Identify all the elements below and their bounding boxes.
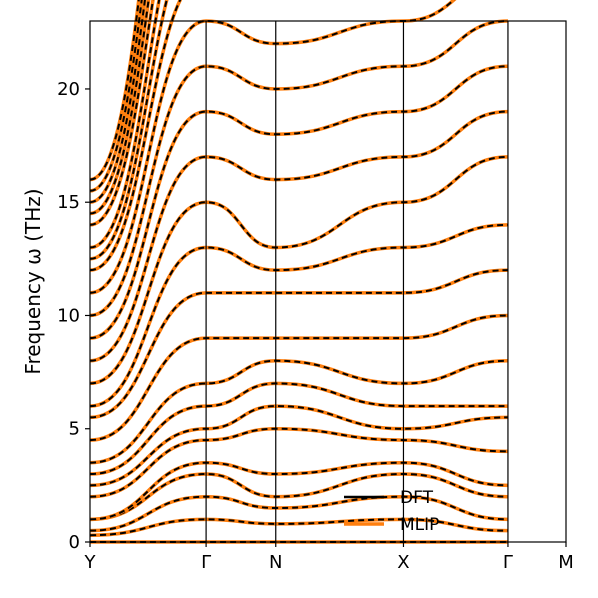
x-tick-label: N bbox=[269, 552, 282, 573]
y-tick-label: 0 bbox=[69, 532, 80, 553]
x-tick-label: Y bbox=[84, 552, 97, 573]
band-mlip-22 bbox=[89, 0, 147, 204]
x-tick-label: Γ bbox=[503, 552, 513, 573]
plot-frame bbox=[89, 20, 567, 543]
x-tick-label: M bbox=[558, 552, 574, 573]
band-dft-17 bbox=[89, 0, 182, 272]
y-tick-label: 15 bbox=[57, 192, 80, 213]
bands-layer bbox=[89, 0, 508, 544]
band-dft-14 bbox=[89, 65, 508, 340]
x-tick-label: X bbox=[397, 552, 409, 573]
band-dft-1 bbox=[89, 518, 508, 537]
band-dft-21 bbox=[89, 0, 150, 215]
band-dft-23 bbox=[89, 0, 143, 192]
x-tick-label: Γ bbox=[201, 552, 211, 573]
band-mlip-24 bbox=[89, 0, 141, 182]
band-dft-16 bbox=[89, 0, 456, 294]
band-dft-18 bbox=[89, 0, 168, 260]
band-dft-24 bbox=[89, 0, 140, 181]
band-mlip-1 bbox=[89, 517, 508, 537]
band-dft-19 bbox=[89, 0, 161, 249]
band-mlip-13 bbox=[89, 109, 508, 363]
legend: DFT MLIP bbox=[344, 488, 439, 535]
ticks-layer: Y Γ N X Γ M 0 5 10 15 20 bbox=[57, 21, 574, 573]
band-dft-15 bbox=[89, 20, 508, 317]
legend-dft-label: DFT bbox=[400, 488, 434, 508]
band-dft-13 bbox=[89, 110, 508, 362]
band-dft-10 bbox=[89, 269, 508, 419]
band-dft-8 bbox=[89, 359, 508, 464]
legend-mlip-label: MLIP bbox=[400, 515, 439, 535]
y-axis-label: Frequency ω (THz) bbox=[21, 188, 45, 374]
y-tick-label: 5 bbox=[69, 419, 80, 440]
y-tick-label: 20 bbox=[57, 79, 80, 100]
y-tick-label: 10 bbox=[57, 305, 80, 326]
band-mlip-20 bbox=[89, 0, 155, 227]
